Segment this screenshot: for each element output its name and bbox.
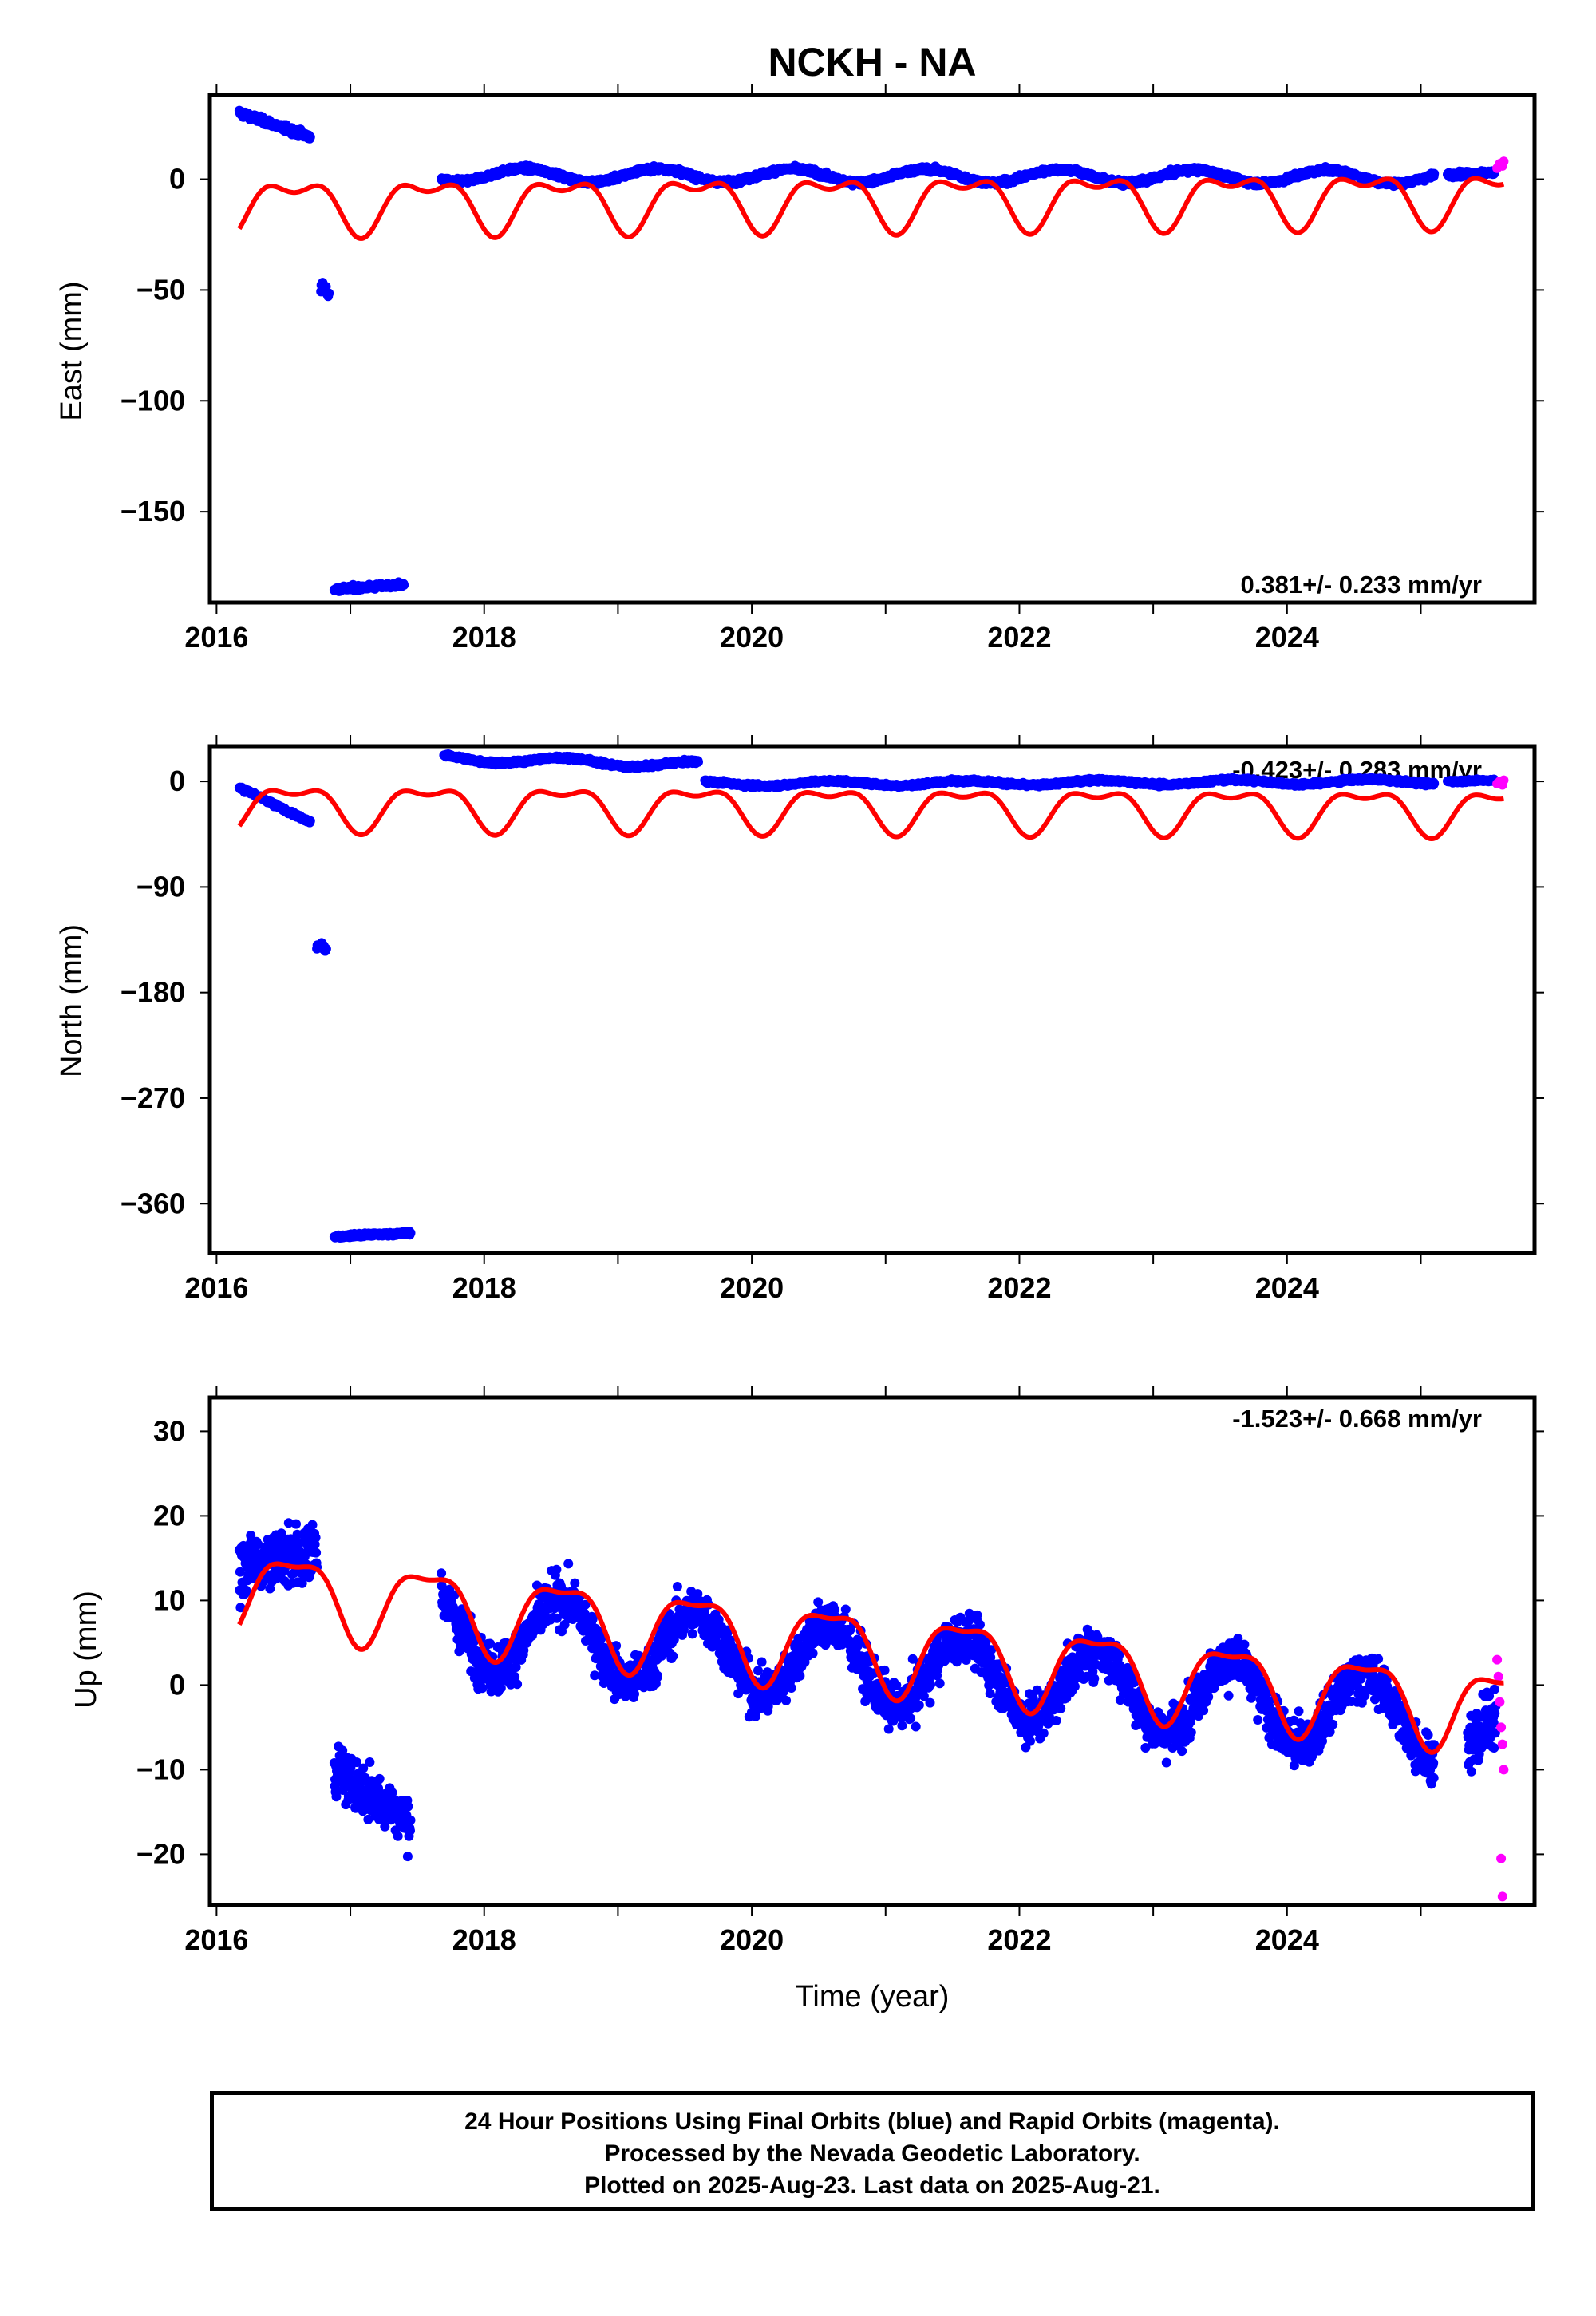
north-y-tick-label: −270	[120, 1081, 185, 1114]
panel-east: East (mm) 0.381+/- 0.233 mm/yr 2016 2018 2…	[55, 84, 1544, 654]
east-rapid-points	[1492, 156, 1509, 173]
north-plot-frame	[207, 744, 1537, 1255]
east-rapid-point	[1499, 156, 1509, 167]
north-x-tick-label: 2018	[452, 1271, 516, 1304]
north-data-point	[305, 816, 315, 826]
east-x-tick-label: 2024	[1255, 621, 1319, 654]
east-final-points	[234, 105, 1499, 596]
east-plot-frame	[207, 93, 1537, 605]
north-final-points	[234, 749, 1499, 1243]
north-axis-label: North (mm)	[55, 924, 89, 1077]
east-rate-label: 0.381+/- 0.233 mm/yr	[1241, 571, 1482, 599]
north-x-tick-label: 2024	[1255, 1271, 1319, 1304]
east-data-point	[324, 288, 334, 298]
north-y-tick-label: 0	[169, 765, 185, 797]
north-x-tick-label: 2022	[987, 1271, 1051, 1304]
north-data-point	[693, 757, 703, 767]
north-y-tick-label: −180	[120, 976, 185, 1009]
north-data-point	[405, 1228, 416, 1238]
east-x-tick-label: 2020	[720, 621, 784, 654]
east-y-tick-label: −50	[136, 273, 185, 306]
north-data-point	[321, 944, 331, 954]
north-y-tick-label: −360	[120, 1187, 185, 1219]
east-x-tick-label: 2018	[452, 621, 516, 654]
north-x-tick-label: 2020	[720, 1271, 784, 1304]
east-data-point	[1429, 168, 1440, 179]
north-x-tick-label: 2016	[184, 1271, 248, 1304]
east-x-tick-label: 2016	[184, 621, 248, 654]
east-y-tick-label: −100	[120, 384, 185, 417]
east-axis-label: East (mm)	[55, 281, 89, 421]
east-data-point	[305, 132, 315, 142]
east-y-tick-label: 0	[169, 163, 185, 196]
panel-north: North (mm) -0.423+/- 0.283 mm/yr 2016 201…	[55, 735, 1544, 1304]
east-x-tick-label: 2022	[987, 621, 1051, 654]
east-y-tick-label: −150	[120, 495, 185, 528]
east-data-point	[399, 580, 409, 591]
chart-title: NCKH - NA	[768, 40, 976, 85]
north-y-tick-label: −90	[136, 870, 185, 903]
